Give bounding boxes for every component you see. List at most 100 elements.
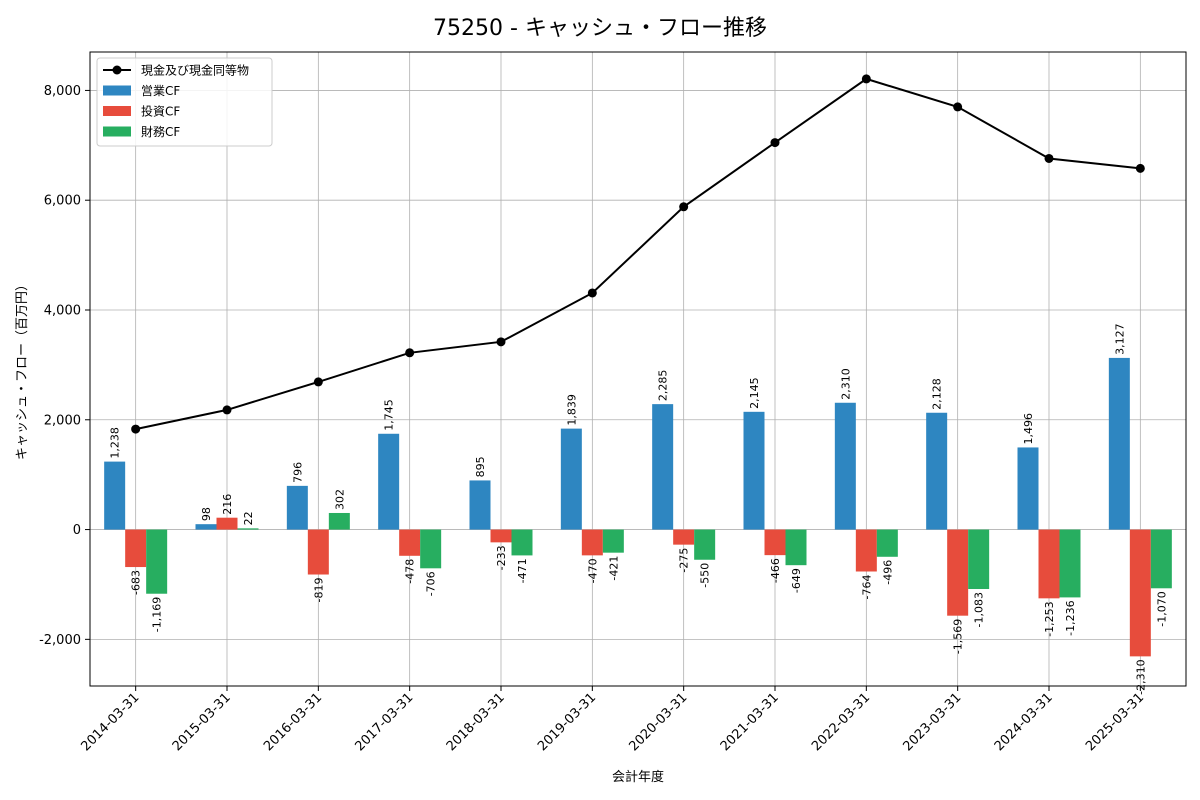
legend-bar-swatch: [103, 126, 131, 137]
bar: [378, 433, 400, 530]
bar-data-label: -466: [769, 558, 782, 583]
legend-marker-swatch: [112, 65, 122, 75]
bar-data-label: -1,083: [973, 592, 986, 627]
y-tick-label: 8,000: [44, 84, 81, 99]
bar: [490, 529, 512, 543]
bar: [673, 529, 695, 545]
legend-box: [96, 57, 273, 147]
x-tick-label: 2022-03-31: [809, 690, 873, 754]
bar: [968, 529, 990, 590]
legend-label: 投資CF: [141, 104, 180, 119]
bar: [560, 428, 582, 530]
bar: [1017, 447, 1039, 530]
cash-point: [861, 74, 871, 84]
bar: [307, 529, 329, 575]
bar-data-label: -1,236: [1064, 600, 1077, 635]
bar-data-label: -233: [495, 545, 508, 570]
bar-data-label: 22: [242, 511, 255, 525]
bar: [511, 529, 533, 556]
x-tick-label: 2021-03-31: [718, 690, 782, 754]
bar: [926, 412, 948, 530]
bar: [104, 461, 126, 530]
bar: [195, 524, 217, 530]
bar: [947, 529, 969, 616]
bar-data-label: -470: [586, 558, 599, 583]
y-tick-label: -2,000: [39, 633, 81, 648]
bar: [1108, 357, 1130, 530]
bar: [237, 528, 259, 530]
cash-point: [222, 405, 232, 415]
bar: [328, 512, 350, 530]
bar: [694, 529, 716, 560]
bar: [876, 529, 898, 557]
bar: [216, 517, 238, 530]
legend-bar-swatch: [103, 106, 131, 116]
x-tick-label: 2024-03-31: [992, 690, 1056, 754]
bar: [602, 529, 624, 553]
bar: [146, 529, 168, 594]
cash-point: [405, 348, 415, 358]
cash-point: [770, 138, 780, 148]
bar-data-label: 1,238: [109, 427, 122, 459]
bar: [1129, 529, 1151, 657]
bar: [785, 529, 807, 566]
chart-title: 75250 - キャッシュ・フロー推移: [433, 16, 767, 41]
legend-label: 営業CF: [141, 84, 180, 98]
bar-data-label: 1,496: [1022, 413, 1035, 445]
x-tick-label: 2020-03-31: [626, 690, 690, 754]
bar-data-label: -683: [130, 570, 143, 595]
bar-data-label: 1,745: [383, 399, 396, 431]
cash-point: [679, 202, 689, 212]
bar-data-label: -764: [860, 574, 873, 599]
y-tick-label: 0: [73, 523, 81, 538]
bar: [652, 404, 674, 530]
bar-data-label: 796: [291, 462, 304, 483]
cash-point: [953, 102, 963, 112]
cash-point: [131, 424, 141, 434]
bar: [743, 411, 765, 530]
bar-data-label: -471: [516, 558, 529, 583]
bar-data-label: -1,569: [952, 619, 965, 654]
bar-data-label: -550: [699, 563, 712, 588]
bar: [125, 529, 147, 568]
legend-label: 財務CF: [141, 124, 180, 139]
bar-data-label: -478: [404, 559, 417, 584]
cash-point: [313, 377, 323, 387]
x-tick-label: 2019-03-31: [535, 690, 599, 754]
bar-data-label: 98: [200, 507, 213, 521]
bar-data-label: 895: [474, 456, 487, 477]
cash-point: [496, 337, 506, 347]
bar-data-label: -421: [607, 556, 620, 581]
bar: [420, 529, 442, 569]
x-tick-label: 2025-03-31: [1083, 690, 1147, 754]
bar-data-label: 216: [221, 494, 234, 515]
bar: [1150, 529, 1172, 589]
x-tick-label: 2017-03-31: [352, 690, 416, 754]
x-axis-title: 会計年度: [612, 769, 664, 785]
bar: [834, 402, 856, 530]
bar: [1059, 529, 1081, 598]
bar-data-label: 2,285: [657, 370, 670, 402]
x-tick-label: 2016-03-31: [261, 690, 325, 754]
bar: [1038, 529, 1060, 599]
y-tick-label: 4,000: [44, 303, 81, 318]
bar-data-label: -275: [678, 548, 691, 573]
bar-data-label: 1,839: [565, 394, 578, 426]
cash-point: [1044, 153, 1054, 163]
bar-data-label: -1,253: [1043, 601, 1056, 636]
y-axis-title: キャッシュ・フロー（百万円）: [15, 278, 30, 460]
bar-data-label: 2,145: [748, 377, 761, 409]
cash-point: [587, 288, 597, 298]
y-tick-label: 2,000: [44, 413, 81, 428]
bar: [764, 529, 786, 556]
bar: [469, 480, 491, 530]
x-tick-label: 2014-03-31: [78, 690, 142, 754]
legend-bar-swatch: [103, 85, 131, 96]
cash-point: [1135, 163, 1145, 173]
bar: [286, 485, 308, 530]
plot-frame: [89, 51, 1187, 687]
bar-data-label: 302: [333, 489, 346, 510]
bar: [399, 529, 421, 556]
